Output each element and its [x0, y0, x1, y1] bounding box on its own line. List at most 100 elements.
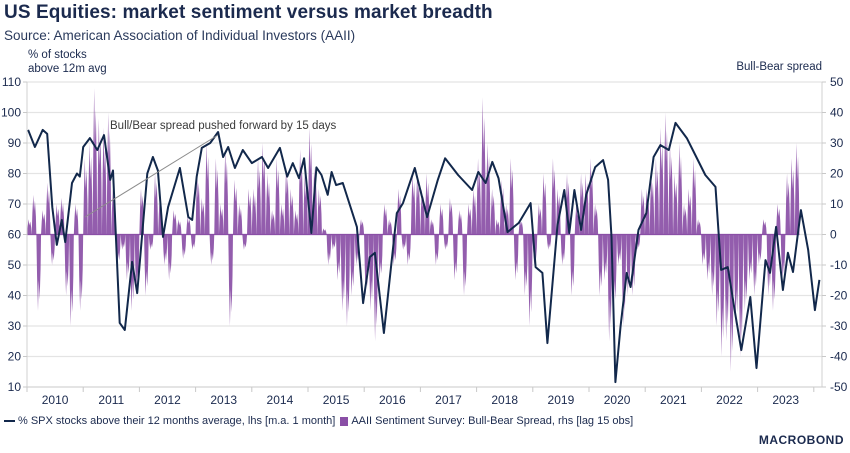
bar	[640, 188, 645, 235]
left-axis-label-line1: % of stocks	[28, 49, 87, 61]
x-tick-label: 2010	[42, 393, 69, 407]
bar	[228, 234, 233, 326]
bar	[368, 234, 374, 311]
bar	[724, 234, 730, 342]
left-tick-label: 30	[8, 319, 22, 333]
left-tick-label: 60	[8, 228, 22, 242]
bar	[242, 234, 248, 250]
legend-bar-swatch	[340, 416, 349, 426]
bar	[92, 88, 98, 235]
bar	[326, 234, 332, 265]
bar	[481, 97, 486, 235]
right-tick-label: -20	[830, 289, 848, 303]
bar	[448, 197, 454, 235]
right-tick-label: -30	[830, 319, 848, 333]
left-tick-label: 70	[8, 197, 22, 211]
bar	[45, 182, 51, 235]
bar	[251, 188, 257, 235]
bar	[443, 234, 449, 250]
bar	[560, 234, 566, 265]
macrobond-logo: MACROBOND	[758, 433, 844, 447]
bar	[546, 234, 552, 250]
bar	[598, 234, 603, 296]
bar	[284, 167, 290, 235]
bar	[471, 188, 477, 235]
bar	[345, 234, 351, 326]
left-axis-label-line2: above 12m avg	[28, 63, 107, 75]
x-tick-label: 2021	[660, 393, 687, 407]
bar	[776, 204, 781, 235]
x-tick-label: 2020	[604, 393, 631, 407]
bar	[476, 158, 482, 235]
bar	[237, 204, 243, 235]
right-tick-label: 0	[830, 228, 837, 242]
bar	[663, 112, 669, 235]
x-tick-label: 2018	[491, 393, 518, 407]
bar	[120, 234, 126, 250]
bar	[434, 234, 439, 265]
left-tick-label: 110	[2, 75, 21, 89]
bar	[387, 219, 393, 235]
left-tick-label: 50	[8, 258, 22, 272]
legend: % SPX stocks above their 12 months avera…	[4, 415, 633, 427]
bar	[364, 234, 369, 296]
bar	[176, 219, 182, 235]
left-tick-label: 80	[8, 167, 22, 181]
bar	[729, 234, 734, 372]
x-tick-label: 2012	[154, 393, 181, 407]
x-tick-label: 2023	[772, 393, 799, 407]
bar	[87, 143, 93, 235]
bar	[73, 204, 79, 235]
bar	[523, 234, 528, 296]
bar	[167, 234, 173, 281]
bar	[593, 204, 599, 235]
bar	[570, 234, 575, 296]
bar	[270, 210, 276, 235]
bar	[331, 234, 336, 250]
bar	[682, 204, 688, 235]
bar	[673, 173, 678, 235]
bar	[214, 158, 219, 235]
bar	[373, 234, 379, 342]
bar	[705, 234, 711, 281]
bar	[495, 219, 500, 235]
bar	[78, 234, 84, 311]
bar	[204, 143, 210, 235]
bar	[359, 219, 365, 235]
bar	[743, 234, 748, 311]
bar	[144, 234, 149, 296]
bar	[190, 234, 196, 250]
legend-line-label: % SPX stocks above their 12 months avera…	[18, 415, 336, 427]
bar	[129, 234, 135, 311]
bar	[293, 210, 299, 235]
bar	[733, 234, 739, 326]
bar	[153, 173, 159, 235]
bar	[101, 127, 107, 235]
bar	[289, 188, 294, 235]
bar	[41, 210, 46, 235]
bar	[462, 234, 468, 296]
bar	[453, 234, 458, 281]
right-tick-label: 30	[830, 136, 844, 150]
bar	[513, 234, 519, 281]
bar	[148, 234, 154, 250]
bar	[565, 173, 571, 235]
bar	[701, 234, 706, 265]
bar	[335, 234, 341, 281]
bar	[162, 234, 168, 265]
bar	[424, 173, 430, 235]
bar	[429, 219, 435, 235]
x-tick-label: 2013	[210, 393, 237, 407]
bar	[715, 234, 720, 326]
right-tick-label: -10	[830, 258, 848, 272]
bar	[658, 127, 664, 235]
x-tick-label: 2022	[716, 393, 743, 407]
bar	[55, 204, 60, 235]
right-tick-label: 10	[830, 197, 844, 211]
bar	[438, 204, 444, 235]
bar	[607, 234, 613, 342]
bar	[275, 158, 280, 235]
bar	[195, 173, 201, 235]
bar	[279, 204, 285, 235]
